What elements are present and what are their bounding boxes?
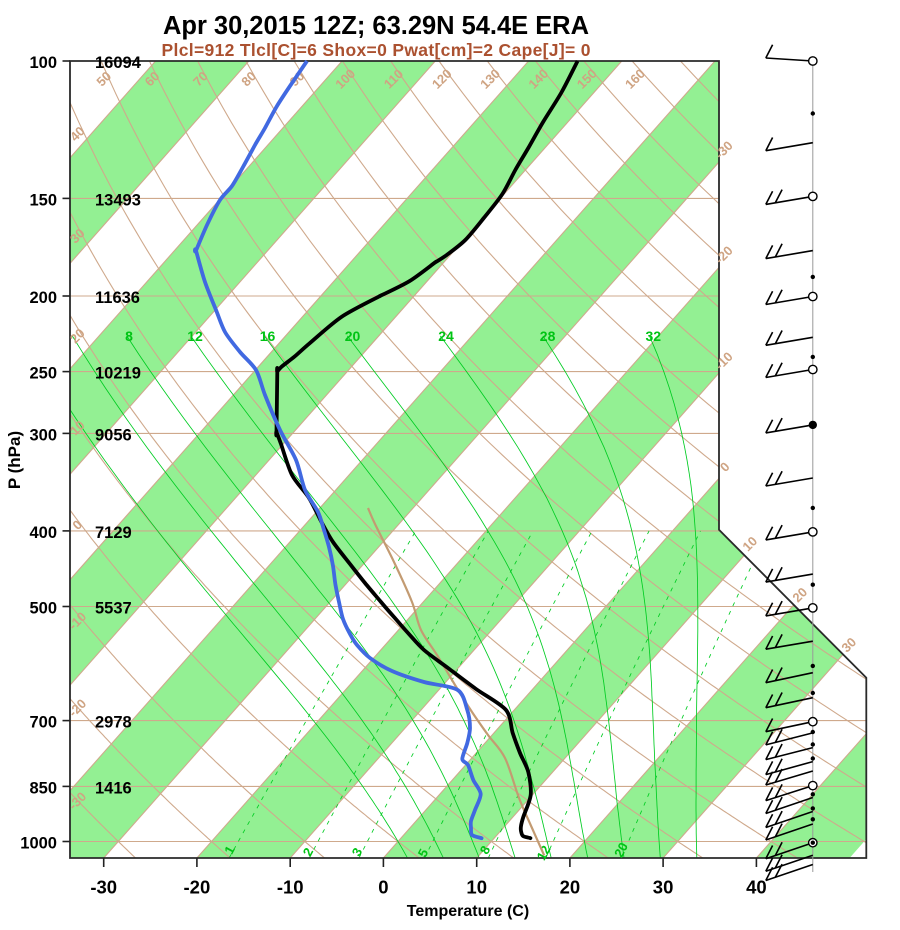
svg-text:20: 20 xyxy=(345,328,361,344)
svg-text:Apr 30,2015 12Z; 63.29N 54.4E: Apr 30,2015 12Z; 63.29N 54.4E ERA xyxy=(163,12,589,40)
svg-text:Temperature (C): Temperature (C) xyxy=(407,903,529,920)
svg-text:300: 300 xyxy=(29,426,57,444)
svg-text:30: 30 xyxy=(653,877,674,898)
svg-text:32: 32 xyxy=(646,328,662,344)
svg-text:10: 10 xyxy=(466,877,487,898)
svg-text:1416: 1416 xyxy=(95,779,132,797)
svg-text:-20: -20 xyxy=(184,877,211,898)
svg-text:150: 150 xyxy=(29,191,57,209)
svg-text:9056: 9056 xyxy=(95,426,132,444)
svg-text:Plcl=912 Tlcl[C]=6 Shox=0 Pwat: Plcl=912 Tlcl[C]=6 Shox=0 Pwat[cm]=2 Cap… xyxy=(162,40,591,60)
svg-text:20: 20 xyxy=(611,840,631,860)
svg-text:P (hPa): P (hPa) xyxy=(5,431,24,489)
svg-text:20: 20 xyxy=(560,877,581,898)
svg-text:-10: -10 xyxy=(277,877,304,898)
svg-text:13493: 13493 xyxy=(95,191,141,209)
svg-text:5537: 5537 xyxy=(95,600,132,618)
svg-text:1000: 1000 xyxy=(20,835,57,853)
svg-text:16094: 16094 xyxy=(95,54,142,72)
svg-text:11636: 11636 xyxy=(95,289,140,307)
svg-text:16: 16 xyxy=(260,328,276,344)
svg-text:250: 250 xyxy=(29,365,57,383)
svg-text:10219: 10219 xyxy=(95,365,141,383)
svg-text:28: 28 xyxy=(540,328,556,344)
svg-text:2978: 2978 xyxy=(95,714,132,732)
svg-text:400: 400 xyxy=(29,524,57,542)
svg-text:700: 700 xyxy=(29,714,57,732)
svg-text:0: 0 xyxy=(378,877,388,898)
svg-text:24: 24 xyxy=(438,328,454,344)
svg-text:7129: 7129 xyxy=(95,524,132,542)
svg-text:850: 850 xyxy=(29,779,57,797)
svg-text:100: 100 xyxy=(29,54,57,72)
svg-text:8: 8 xyxy=(125,328,133,344)
svg-text:12: 12 xyxy=(187,328,203,344)
svg-text:200: 200 xyxy=(29,289,57,307)
svg-text:40: 40 xyxy=(746,877,767,898)
svg-text:-30: -30 xyxy=(90,877,117,898)
svg-text:500: 500 xyxy=(29,600,57,618)
